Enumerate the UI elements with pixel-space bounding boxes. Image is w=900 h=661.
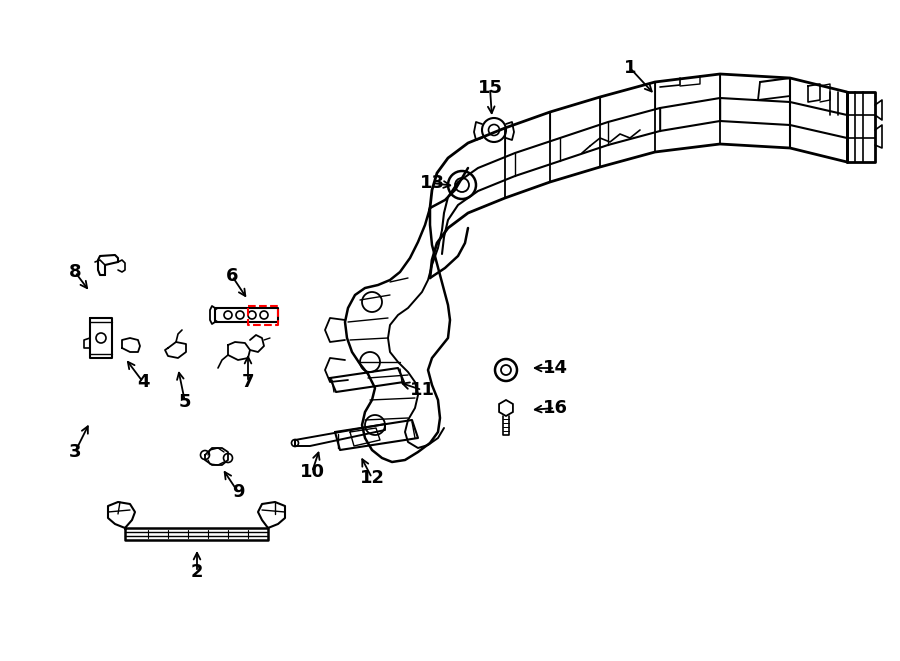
Text: 4: 4 <box>137 373 149 391</box>
Text: 6: 6 <box>226 267 239 285</box>
Text: 16: 16 <box>543 399 568 417</box>
Text: 2: 2 <box>191 563 203 581</box>
Text: 11: 11 <box>410 381 435 399</box>
Text: 1: 1 <box>624 59 636 77</box>
Text: 7: 7 <box>242 373 254 391</box>
Text: 13: 13 <box>419 174 445 192</box>
Text: 3: 3 <box>68 443 81 461</box>
Text: 8: 8 <box>68 263 81 281</box>
Text: 15: 15 <box>478 79 502 97</box>
Text: 14: 14 <box>543 359 568 377</box>
Text: 10: 10 <box>300 463 325 481</box>
Text: 12: 12 <box>359 469 384 487</box>
Text: 5: 5 <box>179 393 191 411</box>
Text: 9: 9 <box>232 483 244 501</box>
